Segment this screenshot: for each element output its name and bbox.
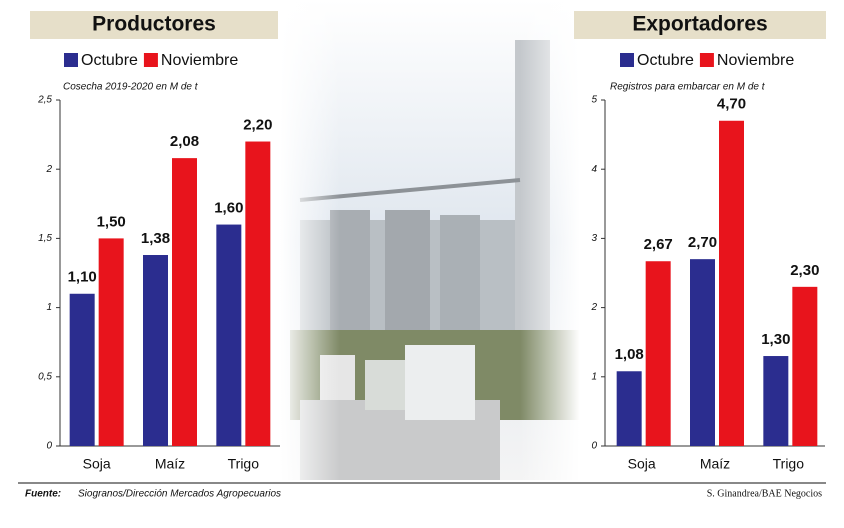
legend-swatch [64, 53, 78, 67]
legend-swatch [699, 53, 714, 67]
value-label: 4,70 [717, 96, 746, 113]
value-label: 1,50 [97, 213, 126, 230]
y-tick-label: 0 [46, 441, 52, 452]
bar [719, 120, 744, 446]
bar [172, 158, 197, 447]
x-tick-label: Maíz [155, 456, 185, 472]
legend-label: Octubre [81, 52, 138, 69]
x-tick-label: Trigo [773, 456, 805, 472]
y-tick-label: 4 [591, 164, 597, 175]
bar [245, 141, 271, 446]
credit: S. Ginandrea/BAE Negocios [707, 488, 822, 499]
y-tick-label: 2 [590, 302, 597, 313]
y-tick-label: 2,5 [37, 95, 52, 106]
value-label: 1,30 [761, 331, 790, 348]
chart-subtitle: Registros para embarcar en M de t [610, 82, 766, 93]
value-label: 1,38 [141, 230, 170, 247]
value-label: 2,20 [243, 116, 272, 133]
source-label: Fuente: [25, 489, 61, 500]
legend-label: Octubre [637, 52, 694, 69]
value-label: 1,60 [214, 200, 243, 217]
legend-swatch [620, 53, 634, 67]
value-label: 2,08 [170, 133, 199, 150]
y-tick-label: 0 [591, 441, 597, 452]
title-box [30, 11, 278, 39]
bar [98, 238, 124, 446]
bar [69, 293, 95, 446]
y-tick-label: 5 [591, 95, 597, 106]
bar [616, 371, 642, 446]
chart-subtitle: Cosecha 2019-2020 en M de t [63, 82, 199, 93]
chart-title: Productores [92, 13, 216, 36]
y-tick-label: 3 [591, 233, 597, 244]
value-label: 1,10 [68, 269, 97, 286]
x-tick-label: Soja [628, 456, 656, 472]
bar [792, 286, 818, 446]
bar [763, 356, 789, 446]
y-tick-label: 1 [591, 371, 597, 382]
value-label: 2,70 [688, 234, 717, 251]
legend-swatch [143, 53, 158, 67]
y-tick-label: 1 [46, 302, 52, 313]
x-tick-label: Maíz [700, 456, 730, 472]
legend-label: Noviembre [161, 52, 238, 69]
title-box [574, 11, 826, 39]
bar [216, 224, 242, 446]
value-label: 1,08 [615, 346, 644, 363]
x-tick-label: Trigo [228, 456, 260, 472]
bar [143, 255, 168, 446]
source: Siogranos/Dirección Mercados Agropecuari… [78, 489, 281, 500]
value-label: 2,67 [644, 236, 673, 253]
bar [690, 259, 715, 446]
chart-title: Exportadores [632, 13, 767, 36]
y-tick-label: 2 [45, 164, 52, 175]
legend-label: Noviembre [717, 52, 794, 69]
y-tick-label: 1,5 [38, 233, 52, 244]
x-tick-label: Soja [83, 456, 111, 472]
bar [645, 261, 671, 446]
value-label: 2,30 [790, 262, 819, 279]
background-photo [280, 0, 580, 480]
y-tick-label: 0,5 [38, 371, 52, 382]
